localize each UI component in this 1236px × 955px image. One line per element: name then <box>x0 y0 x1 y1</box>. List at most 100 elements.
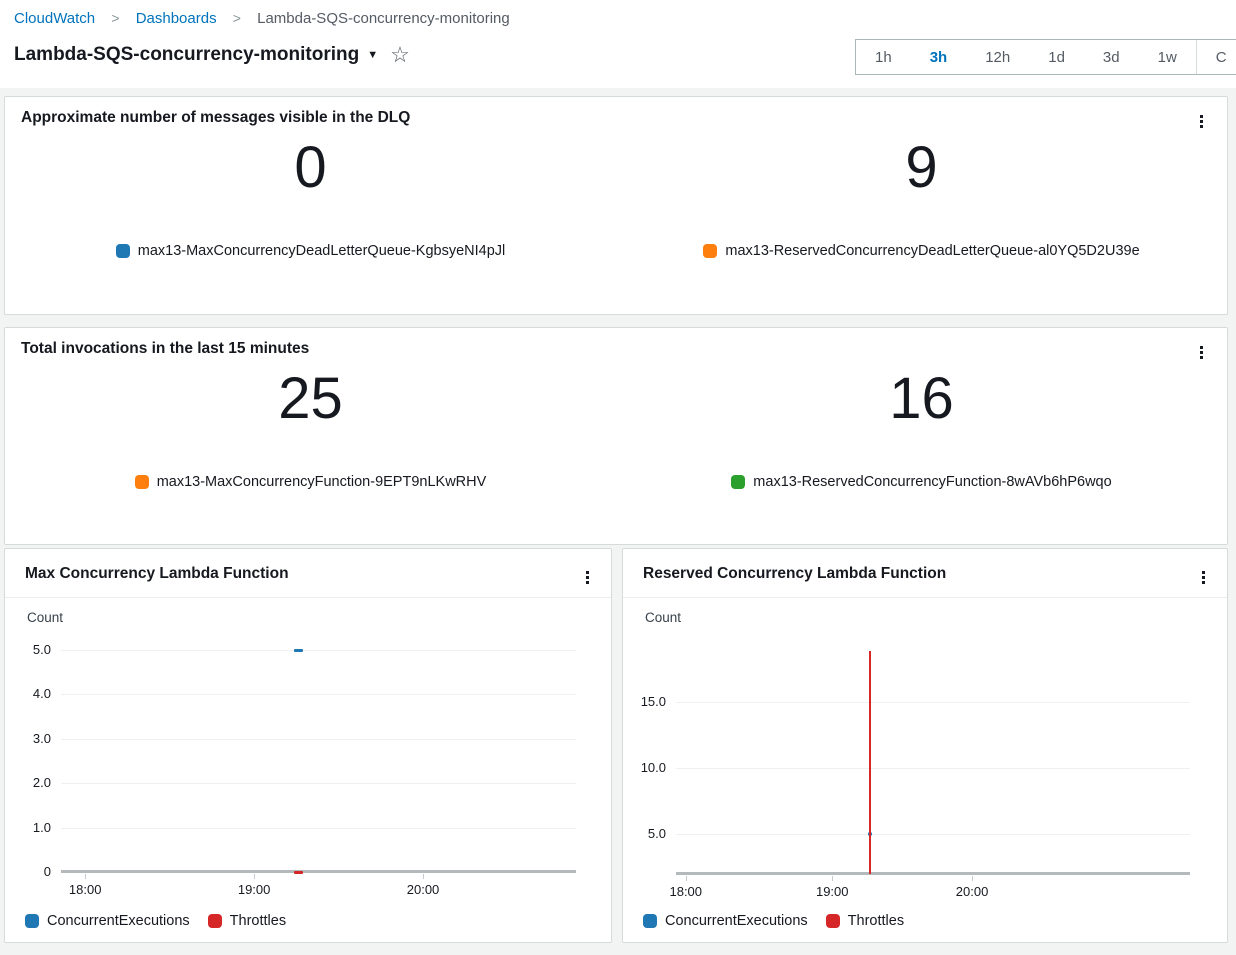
legend-color-swatch <box>207 914 222 928</box>
caret-down-icon[interactable]: ▼ <box>367 49 379 61</box>
metric-legend-row: max13-ReservedConcurrencyFunction-8wAVb6… <box>616 474 1227 490</box>
y-axis-label: Count <box>645 610 682 625</box>
x-tick-label: 18:00 <box>68 882 102 897</box>
gridline <box>676 834 1190 836</box>
x-tick-label: 20:00 <box>955 884 989 899</box>
legend-label: ConcurrentExecutions <box>47 913 190 929</box>
gridline <box>61 694 576 696</box>
time-range-1w[interactable]: 1w <box>1139 40 1196 74</box>
y-axis-label: Count <box>27 610 64 625</box>
widget-menu-button[interactable] <box>1191 565 1215 589</box>
legend-label: ConcurrentExecutions <box>665 913 808 929</box>
widget-menu-button[interactable] <box>575 565 599 589</box>
data-point <box>293 648 303 652</box>
chart-legend: ConcurrentExecutions Throttles <box>25 913 286 929</box>
legend-label: max13-ReservedConcurrencyDeadLetterQueue… <box>725 243 1140 259</box>
gridline <box>61 783 576 785</box>
x-axis-line <box>676 872 1190 875</box>
time-range-3d[interactable]: 3d <box>1084 40 1139 74</box>
dashboard-title-row: Lambda-SQS-concurrency-monitoring ▼ ☆ <box>14 44 410 66</box>
legend-item: max13-ReservedConcurrencyDeadLetterQueue… <box>703 243 1140 259</box>
legend-item: Throttles <box>207 913 287 929</box>
time-range-12h[interactable]: 12h <box>966 40 1029 74</box>
legend-label: max13-ReservedConcurrencyFunction-8wAVb6… <box>753 474 1112 490</box>
widget-title: Reserved Concurrency Lambda Function <box>643 565 947 582</box>
data-point-spike <box>868 651 871 874</box>
gridline <box>61 738 576 740</box>
legend-color-swatch <box>115 244 130 258</box>
data-point <box>293 870 303 874</box>
breadcrumb-link-dashboards[interactable]: Dashboards <box>135 10 217 27</box>
y-tick-label: 15.0 <box>640 694 666 710</box>
favorite-star-icon[interactable]: ☆ <box>390 42 410 67</box>
y-tick-label: 10.0 <box>640 760 666 776</box>
y-tick-label: 3.0 <box>32 730 51 746</box>
x-tick-label: 20:00 <box>406 882 440 897</box>
gridline <box>676 702 1190 704</box>
time-range-1h[interactable]: 1h <box>856 40 911 74</box>
legend-item: Throttles <box>825 913 905 929</box>
page-title: Lambda-SQS-concurrency-monitoring <box>14 44 360 65</box>
legend-label: max13-MaxConcurrencyFunction-9EPT9nLKwRH… <box>156 474 487 490</box>
widget-reserved-concurrency-chart: Reserved Concurrency Lambda Function Cou… <box>622 548 1228 943</box>
metric-big-value: 25 <box>278 366 343 431</box>
widget-menu-button[interactable] <box>1189 340 1213 364</box>
gridline <box>61 650 576 651</box>
legend-label: max13-MaxConcurrencyDeadLetterQueue-Kgbs… <box>137 243 506 259</box>
chart-legend: ConcurrentExecutions Throttles <box>643 913 904 929</box>
axis-tick-mark <box>972 876 974 881</box>
widget-title: Max Concurrency Lambda Function <box>25 565 289 582</box>
legend-color-swatch <box>25 914 39 928</box>
axis-tick-mark <box>685 876 687 881</box>
axis-tick-mark <box>254 874 256 879</box>
widget-header: Total invocations in the last 15 minutes <box>5 328 1227 368</box>
y-tick-label: 5.0 <box>32 642 51 657</box>
y-tick-label: 2.0 <box>32 775 51 791</box>
y-tick-label: 0 <box>43 864 51 879</box>
chart-plot-area <box>61 648 576 874</box>
legend-item: max13-MaxConcurrencyFunction-9EPT9nLKwRH… <box>134 474 487 490</box>
legend-color-swatch <box>825 914 840 928</box>
legend-item: ConcurrentExecutions <box>25 913 190 929</box>
legend-label: Throttles <box>847 913 905 929</box>
legend-color-swatch <box>134 475 149 489</box>
axis-tick-mark <box>85 874 87 879</box>
legend-item: ConcurrentExecutions <box>643 913 808 929</box>
y-tick-label: 4.0 <box>32 686 51 702</box>
widget-total-invocations: Total invocations in the last 15 minutes… <box>4 327 1228 545</box>
x-tick-label: 18:00 <box>669 884 703 899</box>
widget-menu-button[interactable] <box>1189 109 1213 133</box>
widget-title: Approximate number of messages visible i… <box>21 109 411 126</box>
widget-header: Reserved Concurrency Lambda Function <box>623 549 1227 598</box>
widget-header: Max Concurrency Lambda Function <box>5 549 611 598</box>
legend-color-swatch <box>703 244 718 258</box>
gridline <box>61 827 576 829</box>
metric-legend-row: max13-MaxConcurrencyDeadLetterQueue-Kgbs… <box>5 243 616 259</box>
breadcrumb-chevron-icon: > <box>232 10 241 26</box>
x-tick-label: 19:00 <box>237 882 271 897</box>
axis-tick-mark <box>832 876 834 881</box>
time-range-1d[interactable]: 1d <box>1029 40 1084 74</box>
metric-legend-row: max13-MaxConcurrencyFunction-9EPT9nLKwRH… <box>5 474 616 490</box>
time-range-custom[interactable]: C <box>1197 40 1236 74</box>
widget-title: Total invocations in the last 15 minutes <box>21 340 310 357</box>
chart-plot-area <box>676 651 1190 875</box>
header-area: CloudWatch > Dashboards > Lambda-SQS-con… <box>0 0 1236 88</box>
breadcrumb-link-cloudwatch[interactable]: CloudWatch <box>14 10 96 27</box>
time-range-3h[interactable]: 3h <box>911 40 967 74</box>
legend-color-swatch <box>643 914 657 928</box>
y-tick-label: 5.0 <box>647 826 666 842</box>
metric-big-value: 9 <box>905 135 938 200</box>
metric-legend-row: max13-ReservedConcurrencyDeadLetterQueue… <box>616 243 1227 259</box>
time-range-divider <box>1195 40 1197 74</box>
axis-tick-mark <box>423 874 425 879</box>
widget-dlq-messages: Approximate number of messages visible i… <box>4 96 1228 315</box>
y-tick-label: 1.0 <box>32 819 51 835</box>
widget-max-concurrency-chart: Max Concurrency Lambda Function Count Co… <box>4 548 612 943</box>
metric-big-value: 0 <box>294 135 327 200</box>
x-axis-line <box>61 870 576 873</box>
legend-label: Throttles <box>229 913 287 929</box>
widget-header: Approximate number of messages visible i… <box>5 97 1227 137</box>
x-tick-label: 19:00 <box>815 884 849 899</box>
metric-big-value: 16 <box>889 366 954 431</box>
